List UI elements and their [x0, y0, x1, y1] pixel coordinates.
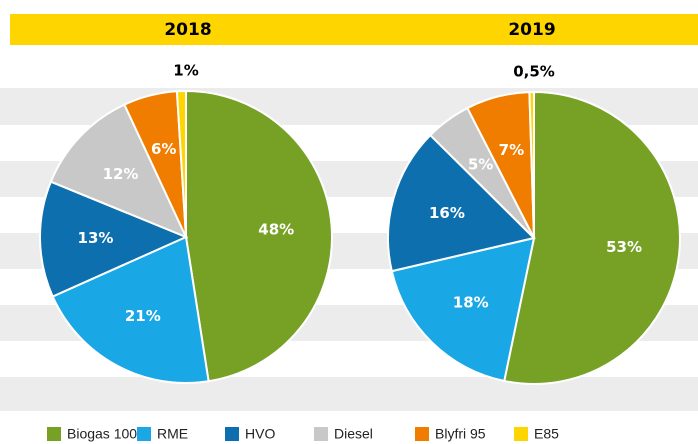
- legend-swatch: [225, 427, 239, 441]
- header-band: [10, 14, 698, 45]
- pie-slice: [51, 235, 210, 384]
- data-label: 53%: [606, 238, 642, 256]
- legend-swatch: [314, 427, 328, 441]
- data-label: 21%: [125, 307, 161, 325]
- data-label: 0,5%: [513, 63, 555, 81]
- data-label: 6%: [151, 140, 176, 158]
- pie-slice: [387, 133, 536, 273]
- chart-title: 2019: [508, 20, 555, 40]
- legend-swatch: [514, 427, 528, 441]
- pie-slice: [185, 89, 333, 383]
- stripe: [0, 377, 698, 411]
- data-label: 13%: [78, 229, 114, 247]
- data-label: 5%: [468, 155, 493, 173]
- legend-label: HVO: [245, 426, 275, 442]
- legend-label: RME: [157, 426, 188, 442]
- legend-swatch: [137, 427, 151, 441]
- legend-label: E85: [534, 426, 559, 442]
- pie-slice: [175, 89, 187, 238]
- data-label: 7%: [499, 141, 524, 159]
- legend-swatch: [415, 427, 429, 441]
- legend-swatch: [47, 427, 61, 441]
- legend-label: Diesel: [334, 426, 373, 442]
- pie-slice: [39, 180, 189, 298]
- chart-title: 2018: [164, 20, 211, 40]
- data-label: 1%: [173, 62, 198, 80]
- legend-label: Blyfri 95: [435, 426, 486, 442]
- data-label: 18%: [453, 293, 489, 311]
- pie-slice: [503, 90, 681, 385]
- legend-label: Biogas 100: [67, 426, 137, 442]
- data-label: 48%: [258, 220, 294, 238]
- data-label: 16%: [429, 204, 465, 222]
- pie-slice: [390, 236, 536, 383]
- pie-slice: [528, 90, 535, 239]
- pie-slice: [49, 103, 188, 239]
- data-label: 12%: [103, 165, 139, 183]
